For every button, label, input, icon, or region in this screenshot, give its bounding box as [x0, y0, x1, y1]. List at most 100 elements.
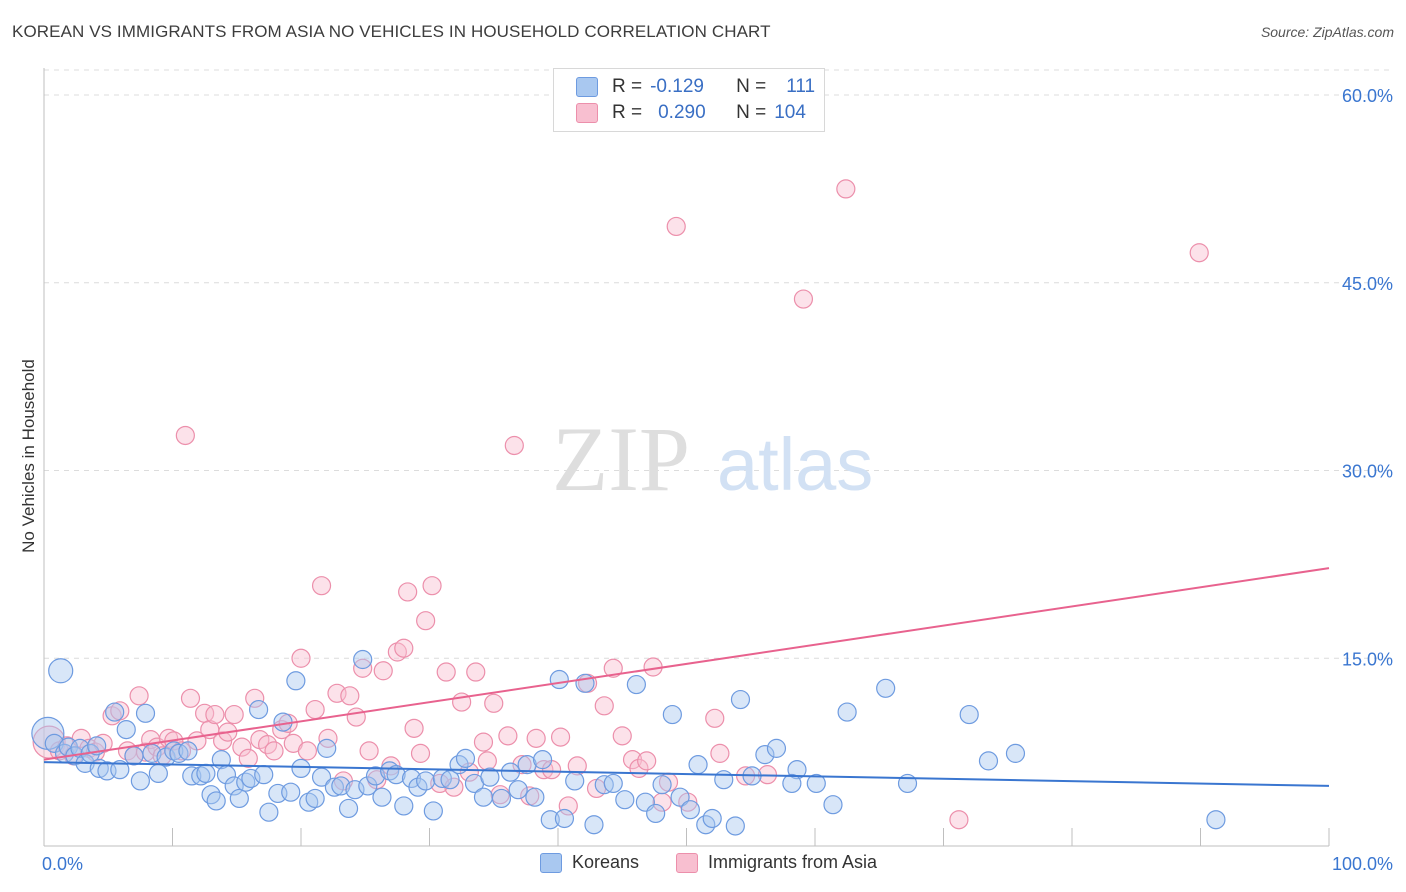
korean-point: [755, 745, 775, 765]
immigrant-point: [436, 662, 456, 682]
immigrant-point: [224, 704, 244, 725]
korean-point: [178, 741, 198, 761]
immigrant-point: [373, 661, 393, 681]
korean-point: [248, 699, 269, 720]
korean-point: [110, 760, 130, 780]
immigrant-point: [666, 216, 686, 237]
korean-point: [211, 750, 231, 770]
korean-point: [603, 773, 623, 794]
watermark-zip: ZIP: [552, 408, 690, 510]
korean-point: [615, 790, 635, 810]
tick-labels: 15.0% 30.0% 45.0% 60.0% 0.0% 100.0%: [42, 86, 1393, 874]
immigrant-point: [484, 693, 504, 713]
immigrant-point: [466, 662, 486, 682]
korean-point: [254, 765, 274, 785]
korean-point: [196, 763, 216, 784]
legend-label-immigrants: Immigrants from Asia: [708, 852, 878, 872]
immigrant-point: [245, 688, 265, 708]
legend-item-koreans[interactable]: Koreans: [540, 852, 639, 873]
korean-point: [837, 702, 857, 722]
korean-point: [540, 810, 560, 830]
korean-point: [766, 738, 787, 758]
korean-point: [116, 719, 136, 740]
immigrant-point: [949, 810, 969, 830]
legend-swatch-koreans: [576, 77, 598, 97]
korean-point: [525, 787, 545, 807]
korean-point: [416, 771, 436, 791]
korean-point: [372, 787, 392, 807]
korean-point: [130, 771, 150, 791]
korean-point: [440, 770, 460, 790]
korean-point: [286, 671, 306, 691]
immigrant-point: [512, 755, 532, 775]
korean-point: [702, 808, 722, 829]
korean-point: [148, 763, 168, 784]
korean-point: [730, 689, 751, 710]
korean-point: [365, 766, 386, 786]
korean-point: [1206, 810, 1226, 830]
korean-point: [224, 776, 244, 796]
chart-title: KOREAN VS IMMIGRANTS FROM ASIA NO VEHICL…: [12, 22, 771, 41]
korean-point: [662, 704, 682, 725]
korean-point: [105, 702, 125, 722]
immigrant-point: [311, 576, 332, 596]
korean-point: [206, 791, 226, 811]
korean-point: [480, 767, 500, 787]
immigrant-point: [473, 732, 494, 752]
trend-line-koreans: [43, 761, 1330, 787]
korean-point: [236, 772, 256, 792]
immigrant-point: [526, 728, 546, 748]
immigrant-point: [180, 688, 201, 708]
y-tick-label: 30.0%: [1342, 462, 1393, 482]
korean-point: [229, 788, 249, 809]
korean-point: [135, 703, 156, 723]
grid-lines: [44, 69, 1392, 659]
korean-point: [48, 658, 74, 684]
immigrant-point: [318, 728, 338, 748]
r-value-immigrants: 0.290: [658, 102, 706, 123]
immigrant-point: [637, 751, 657, 771]
korean-point: [680, 800, 700, 820]
immigrant-point: [603, 658, 623, 678]
immigrant-point: [264, 741, 284, 761]
korean-point: [806, 773, 826, 794]
korean-point: [725, 816, 745, 836]
korean-point: [823, 795, 843, 815]
korean-point: [491, 788, 512, 809]
immigrant-point: [430, 773, 450, 794]
stats-legend-row-immigrants: R = 0.290 N = 104: [576, 101, 806, 125]
korean-point: [782, 773, 802, 794]
r-value-koreans: -0.129: [650, 76, 704, 97]
source-label: Source: ZipAtlas.com: [1260, 24, 1394, 40]
korean-point: [44, 733, 64, 753]
immigrant-point: [612, 726, 632, 746]
watermark-atlas: atlas: [717, 423, 873, 506]
n-value-koreans: 111: [786, 76, 816, 97]
axes: [43, 68, 1330, 847]
korean-point: [554, 808, 575, 829]
immigrant-point: [594, 696, 614, 716]
n-label: N =: [736, 102, 767, 123]
immigrant-point: [398, 582, 418, 602]
y-tick-label: 15.0%: [1342, 649, 1393, 669]
korean-point: [688, 755, 708, 775]
stats-legend: R = -0.129 N = 111 R = 0.290 N = 104: [553, 68, 825, 132]
korean-point: [124, 746, 144, 766]
immigrant-point: [416, 611, 436, 631]
korean-point: [281, 782, 301, 802]
korean-point: [626, 674, 646, 695]
n-value-immigrants: 104: [774, 102, 806, 123]
stats-legend-row-koreans: R = -0.129 N = 111: [576, 75, 815, 99]
immigrant-point: [346, 707, 366, 727]
immigrant-point: [567, 756, 587, 776]
legend-item-immigrants[interactable]: Immigrants from Asia: [676, 852, 877, 873]
korean-point: [1005, 743, 1026, 763]
immigrant-point: [836, 179, 856, 199]
legend-label-koreans: Koreans: [572, 852, 640, 872]
korean-point: [241, 768, 261, 789]
korean-point: [549, 669, 569, 690]
korean-point: [714, 770, 734, 790]
korean-point: [959, 704, 979, 725]
korean-point: [565, 771, 585, 791]
korean-point: [394, 796, 414, 816]
